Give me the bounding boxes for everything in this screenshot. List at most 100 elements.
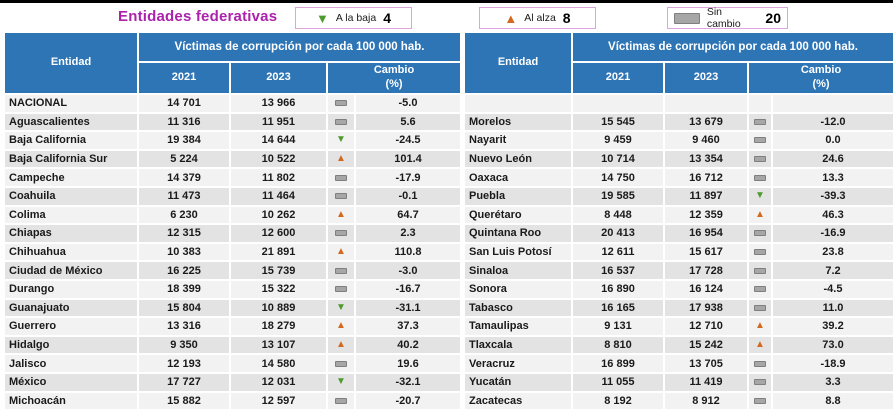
header-change: Cambio (%) xyxy=(328,63,460,93)
down-triangle-icon: ▼ xyxy=(316,10,329,26)
trend-up-icon: ▲ xyxy=(328,206,354,224)
legend-count: 20 xyxy=(765,10,781,26)
header-group: Víctimas de corrupción por cada 100 000 … xyxy=(139,33,460,61)
cell-2023: 13 705 xyxy=(665,355,747,372)
cell-change: -32.1 xyxy=(356,373,460,391)
trend-same-icon xyxy=(328,392,354,410)
cell-change: 46.3 xyxy=(773,206,893,224)
legend-item-a-la-baja: ▼ A la baja 4 xyxy=(295,7,412,29)
gray-bar-icon xyxy=(754,118,766,125)
trend-up-icon: ▲ xyxy=(328,243,354,261)
cell-2021: 15 804 xyxy=(139,299,229,317)
cell-2021: 16 165 xyxy=(573,299,663,317)
cell-2023: 11 419 xyxy=(665,373,747,391)
legend-item-sin-cambio: Sin cambio 20 xyxy=(667,6,788,30)
gray-bar-icon xyxy=(754,230,766,237)
gray-bar-icon xyxy=(754,156,766,163)
cell-change: -31.1 xyxy=(356,299,460,317)
cell-entity: Durango xyxy=(5,280,137,298)
cell-change: -39.3 xyxy=(773,187,893,205)
up-triangle-icon: ▲ xyxy=(336,246,346,258)
cell-change: 8.8 xyxy=(773,392,893,410)
gray-bar-icon xyxy=(335,286,347,293)
cell-entity: Tamaulipas xyxy=(465,318,571,335)
cell-2023: 11 951 xyxy=(231,113,326,131)
cell-2021: 8 192 xyxy=(573,392,663,410)
up-triangle-icon: ▲ xyxy=(755,320,765,332)
cell-2023: 17 728 xyxy=(665,262,747,279)
gray-bar-icon xyxy=(335,174,347,181)
gray-bar-icon xyxy=(754,397,766,404)
cell-2023: 21 891 xyxy=(231,243,326,261)
cell-entity: Michoacán xyxy=(5,392,137,410)
cell-entity: Puebla xyxy=(465,187,571,205)
cell-change: -3.0 xyxy=(356,262,460,279)
trend-same-icon xyxy=(749,150,771,168)
trend-up-icon: ▲ xyxy=(749,206,771,224)
cell-2021: 11 316 xyxy=(139,113,229,131)
cell-change: -20.7 xyxy=(356,392,460,410)
trend-same-icon xyxy=(749,113,771,131)
trend-same-icon xyxy=(328,355,354,372)
gray-bar-icon xyxy=(754,304,766,311)
cell-entity: Guerrero xyxy=(5,318,137,335)
up-triangle-icon: ▲ xyxy=(336,339,346,351)
legend-label: A la baja xyxy=(335,12,377,24)
cell-2021: 10 383 xyxy=(139,243,229,261)
trend-same-icon xyxy=(749,355,771,372)
trend-same-icon xyxy=(328,169,354,186)
gray-bar-icon xyxy=(335,193,347,200)
trend-same-icon xyxy=(328,262,354,279)
trend-same-icon xyxy=(749,243,771,261)
cell-2023: 15 242 xyxy=(665,336,747,354)
trend-none-icon xyxy=(749,95,771,112)
cell-2023: 11 897 xyxy=(665,187,747,205)
header-2023: 2023 xyxy=(665,63,747,93)
trend-up-icon: ▲ xyxy=(328,150,354,168)
cell-2021: 11 055 xyxy=(573,373,663,391)
cell-change: 40.2 xyxy=(356,336,460,354)
cell-2023: 12 600 xyxy=(231,225,326,242)
cell-entity xyxy=(465,95,571,112)
cell-entity: Coahuila xyxy=(5,187,137,205)
trend-down-icon: ▼ xyxy=(749,187,771,205)
gray-bar-icon xyxy=(754,379,766,386)
header-group: Víctimas de corrupción por cada 100 000 … xyxy=(573,33,893,61)
cell-entity: Colima xyxy=(5,206,137,224)
cell-2021: 15 545 xyxy=(573,113,663,131)
up-triangle-icon: ▲ xyxy=(336,208,346,220)
cell-2023: 15 322 xyxy=(231,280,326,298)
cell-2021 xyxy=(573,95,663,112)
trend-same-icon xyxy=(749,392,771,410)
trend-same-icon xyxy=(749,169,771,186)
gray-bar-icon xyxy=(335,360,347,367)
cell-2023: 13 107 xyxy=(231,336,326,354)
cell-entity: Ciudad de México xyxy=(5,262,137,279)
cell-change: -12.0 xyxy=(773,113,893,131)
cell-change: 23.8 xyxy=(773,243,893,261)
trend-down-icon: ▼ xyxy=(328,132,354,149)
cell-2023: 12 359 xyxy=(665,206,747,224)
legend-count: 4 xyxy=(383,10,391,26)
top-border-rule xyxy=(0,0,893,3)
legend-count: 8 xyxy=(562,10,571,26)
trend-up-icon: ▲ xyxy=(328,318,354,335)
cell-2021: 12 611 xyxy=(573,243,663,261)
cell-2021: 14 701 xyxy=(139,95,229,112)
cell-2023: 15 739 xyxy=(231,262,326,279)
cell-2021: 14 750 xyxy=(573,169,663,186)
gray-bar-icon xyxy=(754,267,766,274)
trend-up-icon: ▲ xyxy=(749,336,771,354)
gray-bar-icon xyxy=(674,12,700,24)
cell-entity: NACIONAL xyxy=(5,95,137,112)
cell-change: -4.5 xyxy=(773,280,893,298)
cell-2021: 17 727 xyxy=(139,373,229,391)
trend-same-icon xyxy=(749,299,771,317)
trend-same-icon xyxy=(328,113,354,131)
cell-entity: Aguascalientes xyxy=(5,113,137,131)
cell-change: 101.4 xyxy=(356,150,460,168)
legend-label: Al alza xyxy=(524,12,556,24)
cell-entity: San Luis Potosí xyxy=(465,243,571,261)
cell-2021: 19 384 xyxy=(139,132,229,149)
cell-2023: 12 597 xyxy=(231,392,326,410)
